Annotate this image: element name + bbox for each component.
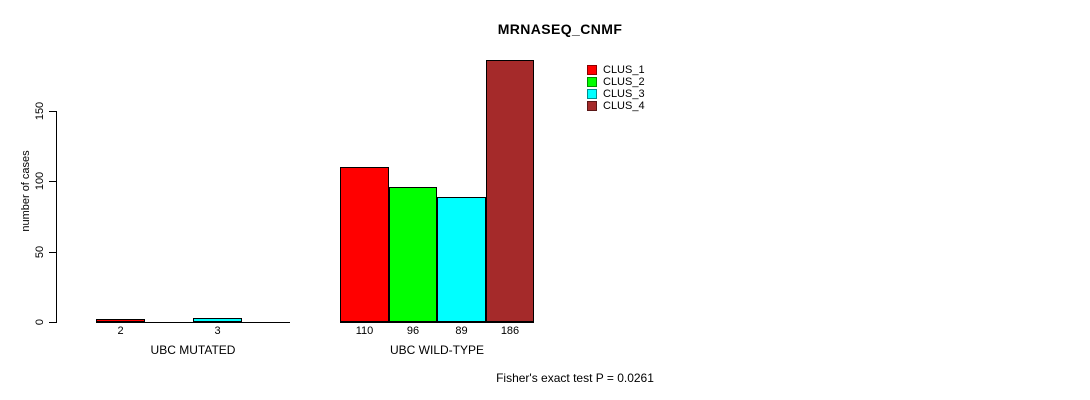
x-group-label: UBC MUTATED: [150, 343, 236, 357]
legend-swatch-icon: [587, 89, 597, 99]
legend-swatch-icon: [587, 101, 597, 111]
bar-value-label: 89: [455, 325, 468, 337]
y-tick: [49, 111, 56, 112]
y-axis-line: [56, 111, 57, 323]
legend-label: CLUS_3: [603, 88, 645, 100]
bar-value-label: 2: [117, 325, 124, 337]
bar-clus_1: [96, 319, 145, 322]
legend-label: CLUS_2: [603, 76, 645, 88]
bar-clus_1: [340, 167, 389, 322]
group-baseline: [96, 322, 290, 323]
footnote: Fisher's exact test P = 0.0261: [496, 371, 654, 385]
y-tick-label: 0: [34, 318, 46, 326]
y-axis-label: number of cases: [20, 150, 32, 232]
legend-item-clus_1: CLUS_1: [587, 64, 645, 76]
bar-clus_4: [486, 60, 534, 322]
y-tick-label: 50: [34, 245, 46, 259]
y-tick-label: 150: [34, 101, 46, 121]
bar-value-label: 110: [355, 325, 374, 337]
legend-item-clus_3: CLUS_3: [587, 88, 645, 100]
legend-item-clus_4: CLUS_4: [587, 100, 645, 112]
bar-clus_3: [193, 318, 242, 322]
y-tick: [49, 252, 56, 253]
bar-clus_2: [389, 187, 437, 322]
legend: CLUS_1 CLUS_2 CLUS_3 CLUS_4: [587, 65, 645, 113]
legend-label: CLUS_4: [603, 100, 645, 112]
y-tick: [49, 322, 56, 323]
group-baseline: [340, 322, 534, 323]
legend-swatch-icon: [587, 65, 597, 75]
bar-clus_3: [437, 197, 486, 322]
bar-value-label: 96: [406, 325, 420, 337]
y-tick-label: 100: [34, 171, 46, 191]
legend-item-clus_2: CLUS_2: [587, 76, 645, 88]
bar-value-label: 186: [500, 325, 520, 337]
chart-title: MRNASEQ_CNMF: [497, 21, 623, 37]
legend-swatch-icon: [587, 77, 597, 87]
y-tick: [49, 181, 56, 182]
bar-value-label: 3: [214, 325, 221, 337]
x-group-label: UBC WILD-TYPE: [389, 343, 485, 357]
legend-label: CLUS_1: [603, 64, 645, 76]
